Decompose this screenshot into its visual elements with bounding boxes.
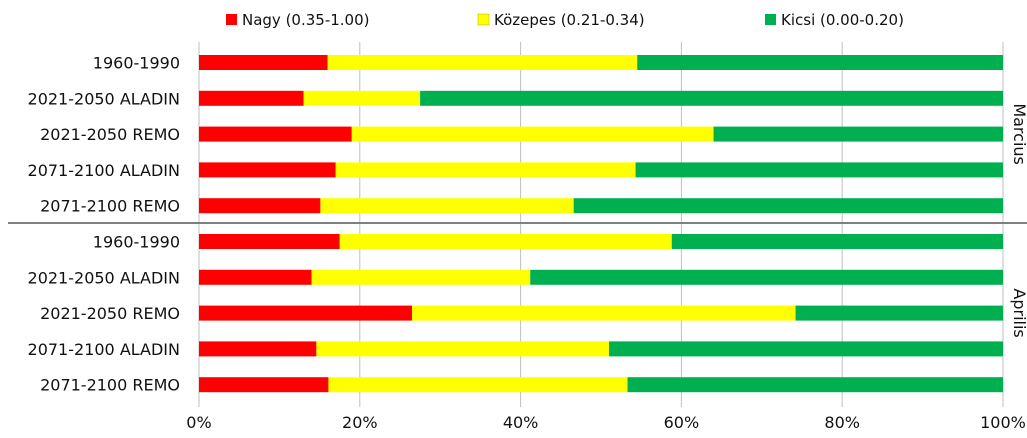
bar-segment-nagy	[199, 55, 328, 70]
legend-swatch	[477, 13, 490, 26]
bar-segment-nagy	[199, 162, 336, 178]
bar-segment-közepes	[351, 126, 714, 142]
bar-segment-nagy	[199, 269, 312, 285]
row-label: 2021-2050 ALADIN	[28, 89, 180, 108]
bar-segment-közepes	[316, 341, 610, 357]
bar-segment-kicsi	[795, 305, 1003, 321]
row-label: 2021-2050 REMO	[40, 304, 180, 323]
x-tick-label: 0%	[186, 413, 211, 432]
bar-segment-nagy	[199, 341, 317, 357]
row-label: 2021-2050 ALADIN	[28, 268, 180, 287]
x-tick-label: 60%	[664, 413, 700, 432]
bar-segment-kicsi	[637, 55, 1003, 70]
bar-segment-kicsi	[573, 198, 1003, 214]
legend-label: Közepes (0.21-0.34)	[494, 11, 645, 29]
bar-segment-nagy	[199, 90, 304, 106]
legend-swatch	[765, 14, 776, 25]
bar-segment-nagy	[199, 126, 352, 142]
row-label: 2071-2100 ALADIN	[28, 340, 180, 359]
row-label: 1960-1990	[93, 233, 180, 252]
bar-segment-közepes	[327, 55, 638, 70]
bar-segment-kicsi	[713, 126, 1003, 142]
group-label: Marcius	[1010, 103, 1027, 165]
bar-segment-közepes	[339, 234, 672, 249]
bar-segment-nagy	[199, 234, 340, 249]
row-label: 2071-2100 REMO	[40, 376, 180, 395]
bar-segment-közepes	[303, 90, 421, 106]
x-tick-label: 20%	[342, 413, 378, 432]
row-label: 1960-1990	[93, 54, 180, 73]
bar-segment-nagy	[199, 377, 329, 393]
x-tick-label: 80%	[824, 413, 860, 432]
bar-segment-kicsi	[627, 377, 1003, 393]
bar-segment-közepes	[412, 305, 796, 321]
bar-segment-kicsi	[671, 234, 1003, 249]
bar-segment-nagy	[199, 198, 321, 214]
legend-swatch	[226, 14, 237, 25]
bar-segment-kicsi	[530, 269, 1003, 285]
bar-segment-kicsi	[609, 341, 1003, 357]
bar-segment-nagy	[199, 305, 413, 321]
row-label: 2071-2100 REMO	[40, 197, 180, 216]
row-label: 2021-2050 REMO	[40, 125, 180, 144]
x-tick-label: 40%	[503, 413, 539, 432]
bar-segment-közepes	[311, 269, 531, 285]
bar-segment-közepes	[328, 377, 628, 393]
bar-segment-közepes	[335, 162, 636, 178]
group-label: Aprilis	[1010, 288, 1027, 337]
legend-label: Nagy (0.35-1.00)	[242, 11, 370, 29]
row-label: 2071-2100 ALADIN	[28, 161, 180, 180]
bar-segment-közepes	[320, 198, 574, 214]
legend-label: Kicsi (0.00-0.20)	[781, 11, 904, 29]
x-tick-label: 100%	[980, 413, 1026, 432]
bar-segment-kicsi	[420, 90, 1004, 106]
bar-segment-kicsi	[635, 162, 1003, 178]
